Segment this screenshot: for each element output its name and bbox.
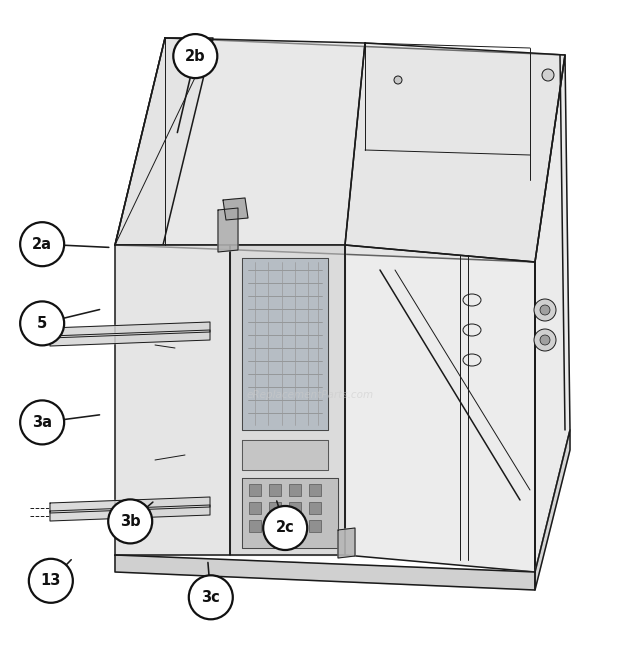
Polygon shape: [115, 555, 535, 590]
Bar: [269, 502, 281, 514]
Bar: [289, 520, 301, 532]
Polygon shape: [218, 208, 238, 252]
Polygon shape: [535, 55, 570, 572]
Bar: [249, 520, 261, 532]
Polygon shape: [115, 245, 230, 555]
Circle shape: [189, 576, 232, 619]
Circle shape: [108, 500, 152, 543]
Text: 3b: 3b: [120, 514, 141, 529]
Ellipse shape: [542, 69, 554, 81]
Text: 3a: 3a: [32, 415, 52, 430]
Polygon shape: [242, 478, 338, 548]
Polygon shape: [242, 440, 328, 470]
Text: eReplacementParts.com: eReplacementParts.com: [246, 390, 374, 400]
Bar: [269, 520, 281, 532]
Polygon shape: [50, 497, 210, 513]
Circle shape: [20, 222, 64, 266]
Circle shape: [264, 506, 307, 550]
Bar: [309, 484, 321, 496]
Polygon shape: [115, 38, 365, 245]
Text: 2a: 2a: [32, 237, 52, 251]
Circle shape: [174, 34, 217, 78]
Circle shape: [20, 401, 64, 444]
Ellipse shape: [394, 76, 402, 84]
Bar: [309, 520, 321, 532]
Polygon shape: [223, 198, 248, 220]
Polygon shape: [345, 43, 565, 262]
Polygon shape: [50, 322, 210, 338]
Text: 3c: 3c: [202, 590, 220, 605]
Polygon shape: [115, 38, 213, 245]
Bar: [309, 502, 321, 514]
Text: 2b: 2b: [185, 49, 206, 63]
Polygon shape: [242, 258, 328, 430]
Ellipse shape: [540, 305, 550, 315]
Bar: [289, 502, 301, 514]
Ellipse shape: [534, 299, 556, 321]
Bar: [249, 502, 261, 514]
Bar: [249, 484, 261, 496]
Ellipse shape: [534, 329, 556, 351]
Text: 2c: 2c: [276, 521, 294, 535]
Polygon shape: [115, 38, 565, 262]
Circle shape: [29, 559, 73, 603]
Text: 5: 5: [37, 316, 47, 331]
Bar: [269, 484, 281, 496]
Polygon shape: [338, 528, 355, 558]
Polygon shape: [50, 505, 210, 521]
Polygon shape: [345, 245, 535, 572]
Polygon shape: [230, 245, 345, 555]
Circle shape: [20, 302, 64, 345]
Polygon shape: [535, 430, 570, 590]
Bar: [289, 484, 301, 496]
Polygon shape: [50, 330, 210, 346]
Text: 13: 13: [41, 574, 61, 588]
Ellipse shape: [540, 335, 550, 345]
